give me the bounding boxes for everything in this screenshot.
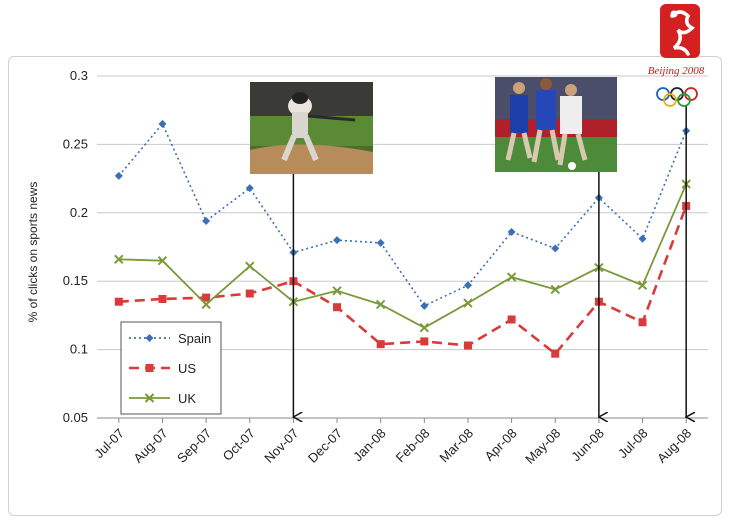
beijing-olympics-logo: Beijing 2008 xyxy=(648,4,705,107)
y-tick-label: 0.2 xyxy=(70,205,88,220)
x-tick-label: Jul-08 xyxy=(615,426,651,462)
y-tick-label: 0.1 xyxy=(70,342,88,357)
data-point-us xyxy=(158,294,167,303)
data-point-spain xyxy=(202,217,211,226)
series-line-uk xyxy=(118,183,688,329)
data-point-spain xyxy=(158,119,167,128)
y-axis-label: % of clicks on sports news xyxy=(26,182,40,323)
data-point-uk xyxy=(332,286,342,296)
data-point-us xyxy=(507,315,516,324)
chart-frame xyxy=(8,56,722,516)
x-tick-label: Oct-07 xyxy=(220,426,258,464)
annotation-arrows xyxy=(293,106,686,417)
data-point-spain xyxy=(420,301,429,310)
data-point-us xyxy=(114,297,123,306)
x-tick-label: Jul-07 xyxy=(91,426,127,462)
data-point-uk xyxy=(114,254,124,265)
data-point-us xyxy=(376,340,385,349)
data-point-uk xyxy=(375,299,386,310)
data-point-uk xyxy=(550,284,560,295)
data-point-us xyxy=(551,349,560,358)
data-point-us xyxy=(245,289,254,298)
legend-label-us: US xyxy=(178,361,196,376)
data-point-uk xyxy=(637,280,648,291)
data-point-uk xyxy=(245,261,255,271)
legend-marker-spain xyxy=(145,334,154,342)
data-point-spain xyxy=(551,244,560,253)
series-line-spain xyxy=(118,122,687,307)
legend: Spain US UK xyxy=(120,321,222,415)
data-point-us xyxy=(333,303,342,312)
y-tick-label: 0.3 xyxy=(70,68,88,83)
baseball-photo xyxy=(250,82,373,174)
x-tick-label: Sep-07 xyxy=(174,426,214,466)
data-point-spain xyxy=(638,234,647,243)
x-tick-label: Aug-08 xyxy=(654,426,694,466)
x-tick-label: Jun-08 xyxy=(568,426,607,465)
x-tick-labels: Jul-07 Aug-07 Sep-07 Oct-07 Nov-07 Dec-07 Jan-… xyxy=(91,418,694,467)
y-tick-label: 0.05 xyxy=(63,410,88,425)
data-point-spain xyxy=(114,171,123,180)
x-tick-label: Apr-08 xyxy=(482,426,520,464)
x-tick-label: Aug-07 xyxy=(130,426,170,466)
data-point-uk xyxy=(201,299,211,310)
data-point-spain xyxy=(507,227,516,236)
data-point-us xyxy=(638,318,647,327)
x-tick-label: May-08 xyxy=(522,426,563,467)
legend-label-uk: UK xyxy=(178,391,196,406)
series-line-us xyxy=(118,205,688,356)
x-tick-label: Nov-07 xyxy=(261,426,301,466)
x-tick-label: Mar-08 xyxy=(436,426,476,466)
data-point-uk xyxy=(506,272,517,282)
data-point-spain xyxy=(245,184,254,193)
soccer-photo xyxy=(495,77,617,172)
data-point-us xyxy=(463,341,472,350)
data-point-us xyxy=(202,293,211,302)
y-tick-label: 0.15 xyxy=(63,273,88,288)
legend-marker-us xyxy=(145,364,154,372)
legend-label-spain: Spain xyxy=(178,331,211,346)
data-point-uk xyxy=(463,298,473,308)
y-tick-label: 0.25 xyxy=(63,136,88,151)
data-point-uk xyxy=(157,255,168,266)
y-tick-labels: 0.05 0.1 0.15 0.2 0.25 0.3 xyxy=(63,68,88,425)
logo-text: Beijing 2008 xyxy=(648,65,705,77)
data-point-spain xyxy=(463,281,472,290)
data-point-us xyxy=(420,337,429,346)
x-tick-label: Dec-07 xyxy=(305,426,345,466)
x-tick-label: Jan-08 xyxy=(350,426,389,465)
legend-marker-uk xyxy=(144,393,155,403)
data-point-spain xyxy=(333,236,342,245)
data-point-spain xyxy=(376,238,385,247)
x-tick-label: Feb-08 xyxy=(393,426,433,466)
data-point-uk xyxy=(419,323,430,333)
